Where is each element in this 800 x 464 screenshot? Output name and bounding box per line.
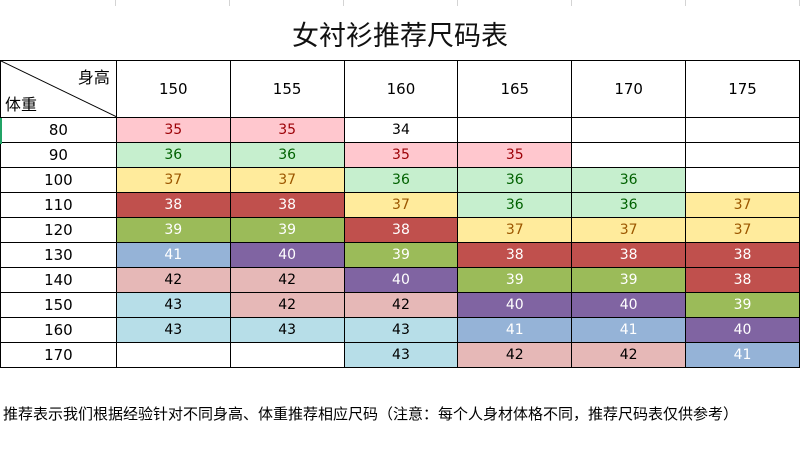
size-cell[interactable]	[571, 117, 687, 143]
height-header-cell[interactable]: 150	[115, 60, 231, 118]
size-cell[interactable]: 36	[457, 192, 573, 218]
size-cell[interactable]: 43	[115, 292, 231, 318]
size-cell[interactable]: 39	[571, 267, 687, 293]
footnote: 推荐表示我们根据经验针对不同身高、体重推荐相应尺码（注意：每个人身材体格不同，推…	[3, 405, 739, 423]
size-cell[interactable]: 35	[343, 142, 459, 168]
size-cell[interactable]: 39	[343, 242, 459, 268]
size-cell[interactable]: 43	[343, 317, 459, 343]
height-header-cell[interactable]: 165	[457, 60, 573, 118]
size-cell[interactable]: 39	[115, 217, 231, 243]
size-cell[interactable]	[115, 342, 231, 368]
height-axis-label: 身高	[77, 68, 110, 87]
size-cell[interactable]: 43	[115, 317, 231, 343]
size-cell[interactable]	[457, 117, 573, 143]
size-cell[interactable]: 37	[571, 217, 687, 243]
weight-header-cell[interactable]: 160	[0, 317, 117, 343]
size-cell[interactable]: 42	[229, 292, 345, 318]
size-cell[interactable]	[685, 142, 800, 168]
active-cell-indicator	[0, 118, 2, 144]
size-cell[interactable]: 36	[571, 192, 687, 218]
size-cell[interactable]: 38	[571, 242, 687, 268]
table-row: 160 43 43 43 41 41 40	[0, 317, 800, 343]
size-cell[interactable]: 40	[685, 317, 800, 343]
corner-header-cell[interactable]: 身高 体重	[0, 60, 117, 118]
size-cell[interactable]: 37	[115, 167, 231, 193]
weight-header-cell[interactable]: 120	[0, 217, 117, 243]
size-cell[interactable]: 38	[229, 192, 345, 218]
table-row: 170 43 42 42 41	[0, 342, 800, 368]
weight-header-cell[interactable]: 100	[0, 167, 117, 193]
size-cell[interactable]: 40	[457, 292, 573, 318]
size-cell[interactable]: 42	[229, 267, 345, 293]
size-cell[interactable]	[685, 167, 800, 193]
size-cell[interactable]: 37	[229, 167, 345, 193]
size-cell[interactable]: 40	[571, 292, 687, 318]
weight-header-cell[interactable]: 130	[0, 242, 117, 268]
size-cell[interactable]: 39	[457, 267, 573, 293]
size-cell[interactable]: 40	[343, 267, 459, 293]
diagonal-divider	[1, 61, 116, 117]
size-cell[interactable]: 43	[343, 342, 459, 368]
size-cell[interactable]: 38	[343, 217, 459, 243]
weight-header-cell[interactable]: 140	[0, 267, 117, 293]
size-cell[interactable]: 35	[457, 142, 573, 168]
size-cell[interactable]: 37	[685, 192, 800, 218]
table-row: 140 42 42 40 39 39 38	[0, 267, 800, 293]
table-row: 120 39 39 38 37 37 37	[0, 217, 800, 243]
height-header-cell[interactable]: 170	[571, 60, 687, 118]
size-cell[interactable]: 36	[457, 167, 573, 193]
weight-header-cell[interactable]: 150	[0, 292, 117, 318]
size-chart-table: 身高 体重 150 155 160 165 170 175 80 35 35 34 90…	[0, 60, 800, 368]
weight-axis-label: 体重	[5, 95, 38, 114]
size-cell[interactable]: 37	[343, 192, 459, 218]
weight-header-cell[interactable]: 80	[0, 117, 117, 143]
size-cell[interactable]: 41	[685, 342, 800, 368]
size-cell[interactable]: 35	[229, 117, 345, 143]
table-row: 90 36 36 35 35	[0, 142, 800, 168]
table-row: 110 38 38 37 36 36 37	[0, 192, 800, 218]
size-cell[interactable]: 40	[229, 242, 345, 268]
size-cell[interactable]: 41	[571, 317, 687, 343]
height-header-cell[interactable]: 155	[229, 60, 345, 118]
size-cell[interactable]: 36	[115, 142, 231, 168]
size-cell[interactable]: 43	[229, 317, 345, 343]
size-cell[interactable]: 34	[343, 117, 459, 143]
size-cell[interactable]: 41	[457, 317, 573, 343]
size-cell[interactable]: 38	[685, 242, 800, 268]
size-cell[interactable]: 37	[457, 217, 573, 243]
size-cell[interactable]: 42	[343, 292, 459, 318]
table-row: 130 41 40 39 38 38 38	[0, 242, 800, 268]
size-cell[interactable]: 36	[343, 167, 459, 193]
weight-header-cell[interactable]: 170	[0, 342, 117, 368]
size-cell[interactable]	[685, 117, 800, 143]
weight-header-cell[interactable]: 90	[0, 142, 117, 168]
size-cell[interactable]	[229, 342, 345, 368]
size-cell[interactable]: 42	[115, 267, 231, 293]
size-cell[interactable]: 36	[571, 167, 687, 193]
header-row: 身高 体重 150 155 160 165 170 175	[0, 60, 800, 118]
size-cell[interactable]: 42	[571, 342, 687, 368]
size-cell[interactable]: 38	[685, 267, 800, 293]
weight-header-cell[interactable]: 110	[0, 192, 117, 218]
size-cell[interactable]: 41	[115, 242, 231, 268]
size-cell[interactable]	[571, 142, 687, 168]
size-cell[interactable]: 37	[685, 217, 800, 243]
table-row: 150 43 42 42 40 40 39	[0, 292, 800, 318]
size-cell[interactable]: 38	[115, 192, 231, 218]
height-header-cell[interactable]: 160	[343, 60, 459, 118]
size-cell[interactable]: 42	[457, 342, 573, 368]
size-cell[interactable]: 38	[457, 242, 573, 268]
size-cell[interactable]: 36	[229, 142, 345, 168]
table-row: 80 35 35 34	[0, 117, 800, 143]
height-header-cell[interactable]: 175	[685, 60, 800, 118]
page-title: 女衬衫推荐尺码表	[292, 20, 508, 52]
table-row: 100 37 37 36 36 36	[0, 167, 800, 193]
size-cell[interactable]: 39	[685, 292, 800, 318]
size-cell[interactable]: 39	[229, 217, 345, 243]
size-cell[interactable]: 35	[115, 117, 231, 143]
